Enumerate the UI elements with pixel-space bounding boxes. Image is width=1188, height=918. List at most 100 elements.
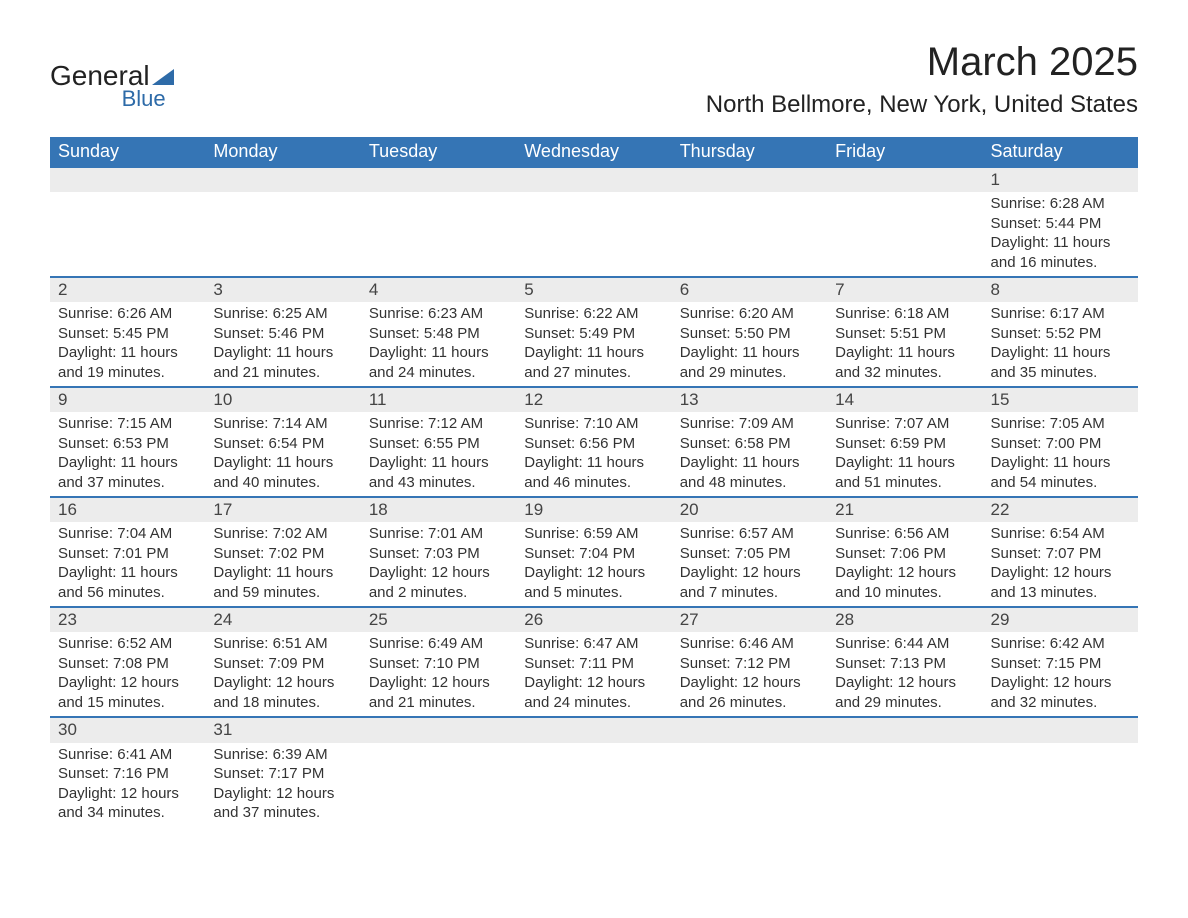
day-number-cell: 24 <box>205 607 360 632</box>
day-set: Sunset: 7:03 PM <box>369 544 508 564</box>
day-header: Friday <box>827 137 982 167</box>
day-d1: Daylight: 12 hours <box>213 784 352 804</box>
day-detail-cell: Sunrise: 6:42 AMSunset: 7:15 PMDaylight:… <box>983 632 1138 717</box>
day-detail-cell: Sunrise: 6:52 AMSunset: 7:08 PMDaylight:… <box>50 632 205 717</box>
day-d2: and 48 minutes. <box>680 473 819 493</box>
day-detail-cell <box>827 743 982 827</box>
day-detail-cell <box>205 192 360 277</box>
day-rise: Sunrise: 6:17 AM <box>991 304 1130 324</box>
day-number-cell <box>205 167 360 192</box>
day-d2: and 37 minutes. <box>58 473 197 493</box>
day-set: Sunset: 7:13 PM <box>835 654 974 674</box>
day-rise: Sunrise: 7:10 AM <box>524 414 663 434</box>
day-rise: Sunrise: 6:25 AM <box>213 304 352 324</box>
day-number-cell <box>672 167 827 192</box>
day-d2: and 32 minutes. <box>835 363 974 383</box>
day-rise: Sunrise: 6:28 AM <box>991 194 1130 214</box>
day-number-cell <box>827 167 982 192</box>
page-header: General Blue March 2025 North Bellmore, … <box>50 40 1138 119</box>
day-set: Sunset: 7:00 PM <box>991 434 1130 454</box>
day-header: Saturday <box>983 137 1138 167</box>
day-detail-cell: Sunrise: 6:46 AMSunset: 7:12 PMDaylight:… <box>672 632 827 717</box>
day-detail-cell: Sunrise: 6:28 AMSunset: 5:44 PMDaylight:… <box>983 192 1138 277</box>
day-set: Sunset: 6:59 PM <box>835 434 974 454</box>
day-rise: Sunrise: 6:41 AM <box>58 745 197 765</box>
day-d1: Daylight: 12 hours <box>835 563 974 583</box>
day-d1: Daylight: 12 hours <box>58 784 197 804</box>
day-d1: Daylight: 12 hours <box>680 563 819 583</box>
day-d2: and 5 minutes. <box>524 583 663 603</box>
day-rise: Sunrise: 6:47 AM <box>524 634 663 654</box>
day-detail-cell: Sunrise: 7:10 AMSunset: 6:56 PMDaylight:… <box>516 412 671 497</box>
day-set: Sunset: 7:11 PM <box>524 654 663 674</box>
day-d1: Daylight: 11 hours <box>213 343 352 363</box>
day-d2: and 40 minutes. <box>213 473 352 493</box>
day-d2: and 18 minutes. <box>213 693 352 713</box>
day-rise: Sunrise: 6:49 AM <box>369 634 508 654</box>
day-detail-cell <box>672 192 827 277</box>
day-d1: Daylight: 11 hours <box>213 453 352 473</box>
day-rise: Sunrise: 6:22 AM <box>524 304 663 324</box>
day-detail-cell: Sunrise: 6:56 AMSunset: 7:06 PMDaylight:… <box>827 522 982 607</box>
day-rise: Sunrise: 6:57 AM <box>680 524 819 544</box>
day-d1: Daylight: 11 hours <box>991 453 1130 473</box>
day-number-cell: 12 <box>516 387 671 412</box>
day-rise: Sunrise: 6:23 AM <box>369 304 508 324</box>
day-detail-cell: Sunrise: 6:51 AMSunset: 7:09 PMDaylight:… <box>205 632 360 717</box>
day-set: Sunset: 5:45 PM <box>58 324 197 344</box>
day-rise: Sunrise: 6:52 AM <box>58 634 197 654</box>
day-set: Sunset: 7:05 PM <box>680 544 819 564</box>
day-detail-cell: Sunrise: 6:20 AMSunset: 5:50 PMDaylight:… <box>672 302 827 387</box>
day-header: Sunday <box>50 137 205 167</box>
day-d1: Daylight: 12 hours <box>369 563 508 583</box>
day-set: Sunset: 5:50 PM <box>680 324 819 344</box>
week-detail-row: Sunrise: 6:26 AMSunset: 5:45 PMDaylight:… <box>50 302 1138 387</box>
day-rise: Sunrise: 7:15 AM <box>58 414 197 434</box>
day-number-cell: 11 <box>361 387 516 412</box>
day-number-cell <box>827 717 982 742</box>
day-number-cell: 17 <box>205 497 360 522</box>
day-detail-cell: Sunrise: 7:09 AMSunset: 6:58 PMDaylight:… <box>672 412 827 497</box>
day-header-row: SundayMondayTuesdayWednesdayThursdayFrid… <box>50 137 1138 167</box>
day-d2: and 16 minutes. <box>991 253 1130 273</box>
day-number-cell: 5 <box>516 277 671 302</box>
day-d1: Daylight: 12 hours <box>369 673 508 693</box>
day-detail-cell <box>827 192 982 277</box>
day-d2: and 27 minutes. <box>524 363 663 383</box>
day-number-cell: 25 <box>361 607 516 632</box>
day-number-cell: 18 <box>361 497 516 522</box>
day-d1: Daylight: 12 hours <box>835 673 974 693</box>
week-detail-row: Sunrise: 7:04 AMSunset: 7:01 PMDaylight:… <box>50 522 1138 607</box>
day-detail-cell: Sunrise: 6:39 AMSunset: 7:17 PMDaylight:… <box>205 743 360 827</box>
day-set: Sunset: 6:53 PM <box>58 434 197 454</box>
day-d1: Daylight: 12 hours <box>524 673 663 693</box>
day-number-cell: 30 <box>50 717 205 742</box>
brand-logo: General Blue <box>50 60 174 112</box>
day-d1: Daylight: 11 hours <box>524 343 663 363</box>
day-set: Sunset: 7:09 PM <box>213 654 352 674</box>
week-detail-row: Sunrise: 6:28 AMSunset: 5:44 PMDaylight:… <box>50 192 1138 277</box>
day-number-cell: 8 <box>983 277 1138 302</box>
day-number-cell: 13 <box>672 387 827 412</box>
day-rise: Sunrise: 6:59 AM <box>524 524 663 544</box>
week-detail-row: Sunrise: 6:52 AMSunset: 7:08 PMDaylight:… <box>50 632 1138 717</box>
day-number-cell: 1 <box>983 167 1138 192</box>
month-title: March 2025 <box>706 40 1138 85</box>
day-d1: Daylight: 11 hours <box>680 343 819 363</box>
day-d1: Daylight: 12 hours <box>524 563 663 583</box>
day-detail-cell: Sunrise: 7:01 AMSunset: 7:03 PMDaylight:… <box>361 522 516 607</box>
day-rise: Sunrise: 7:07 AM <box>835 414 974 434</box>
day-set: Sunset: 5:51 PM <box>835 324 974 344</box>
day-set: Sunset: 7:04 PM <box>524 544 663 564</box>
day-detail-cell: Sunrise: 6:44 AMSunset: 7:13 PMDaylight:… <box>827 632 982 717</box>
day-d2: and 21 minutes. <box>213 363 352 383</box>
day-detail-cell: Sunrise: 7:02 AMSunset: 7:02 PMDaylight:… <box>205 522 360 607</box>
day-d2: and 32 minutes. <box>991 693 1130 713</box>
day-d1: Daylight: 11 hours <box>58 343 197 363</box>
day-detail-cell: Sunrise: 6:23 AMSunset: 5:48 PMDaylight:… <box>361 302 516 387</box>
day-rise: Sunrise: 7:12 AM <box>369 414 508 434</box>
week-detail-row: Sunrise: 7:15 AMSunset: 6:53 PM Daylight:… <box>50 412 1138 497</box>
day-rise: Sunrise: 6:18 AM <box>835 304 974 324</box>
day-number-cell: 29 <box>983 607 1138 632</box>
day-set: Sunset: 7:15 PM <box>991 654 1130 674</box>
